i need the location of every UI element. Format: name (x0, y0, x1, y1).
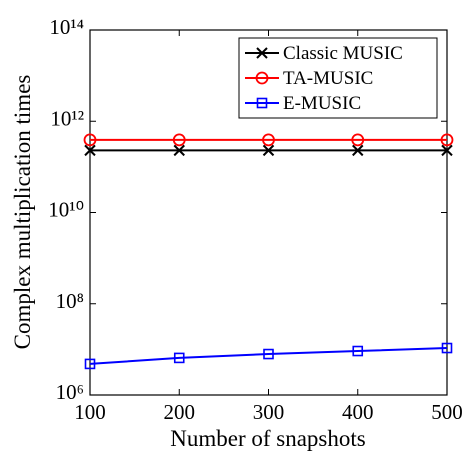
marker (441, 144, 453, 157)
marker (173, 352, 185, 364)
marker (351, 133, 365, 147)
marker (256, 97, 268, 109)
y-tick-label: 10⁸ (56, 289, 84, 313)
marker (173, 144, 185, 157)
x-axis-label: Number of snapshots (170, 426, 366, 451)
marker (262, 144, 275, 157)
marker (256, 47, 268, 59)
y-axis-label: Complex multiplication times (10, 75, 35, 350)
marker (84, 358, 96, 370)
x-tick-label: 500 (431, 400, 463, 424)
legend-text: TA-MUSIC (283, 68, 373, 89)
x-tick-label: 300 (253, 400, 285, 424)
y-tick-label: 10¹⁰ (48, 198, 84, 222)
marker (172, 133, 186, 147)
marker (263, 348, 274, 360)
x-tick-label: 100 (74, 400, 106, 424)
marker (255, 71, 269, 85)
y-tick-label: 10⁶ (56, 380, 84, 404)
legend-text: E-MUSIC (283, 93, 361, 114)
legend-text: Classic MUSIC (283, 43, 403, 64)
marker (352, 345, 364, 357)
series-line (89, 347, 448, 365)
x-tick-label: 400 (342, 400, 374, 424)
marker (83, 133, 97, 147)
marker (84, 144, 96, 157)
marker (441, 342, 453, 354)
marker (352, 144, 364, 157)
x-tick-label: 200 (164, 400, 196, 424)
marker (440, 133, 454, 147)
y-tick-label: 10¹⁴ (49, 15, 84, 39)
marker (262, 133, 275, 147)
y-tick-label: 10¹² (50, 106, 84, 130)
